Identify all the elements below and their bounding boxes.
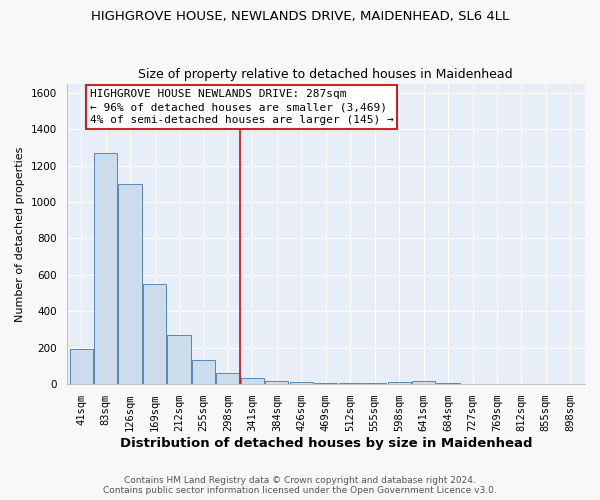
Bar xyxy=(412,382,435,384)
Bar xyxy=(70,348,93,384)
Bar xyxy=(118,184,142,384)
Bar xyxy=(94,153,117,384)
Bar xyxy=(265,381,289,384)
Text: HIGHGROVE HOUSE NEWLANDS DRIVE: 287sqm
← 96% of detached houses are smaller (3,4: HIGHGROVE HOUSE NEWLANDS DRIVE: 287sqm ←… xyxy=(90,89,394,126)
Bar xyxy=(290,382,313,384)
Bar xyxy=(143,284,166,384)
Bar xyxy=(192,360,215,384)
Bar xyxy=(217,374,239,384)
Bar xyxy=(167,335,191,384)
Text: HIGHGROVE HOUSE, NEWLANDS DRIVE, MAIDENHEAD, SL6 4LL: HIGHGROVE HOUSE, NEWLANDS DRIVE, MAIDENH… xyxy=(91,10,509,23)
Bar xyxy=(388,382,411,384)
Y-axis label: Number of detached properties: Number of detached properties xyxy=(15,146,25,322)
Text: Contains HM Land Registry data © Crown copyright and database right 2024.
Contai: Contains HM Land Registry data © Crown c… xyxy=(103,476,497,495)
X-axis label: Distribution of detached houses by size in Maidenhead: Distribution of detached houses by size … xyxy=(119,437,532,450)
Bar xyxy=(241,378,264,384)
Title: Size of property relative to detached houses in Maidenhead: Size of property relative to detached ho… xyxy=(139,68,513,81)
